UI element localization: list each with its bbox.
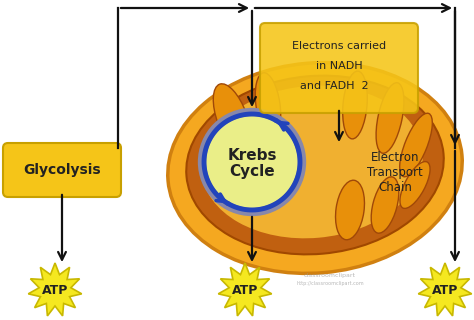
Text: Cycle: Cycle	[229, 164, 275, 179]
Ellipse shape	[255, 73, 281, 137]
Ellipse shape	[168, 63, 462, 273]
FancyBboxPatch shape	[3, 143, 121, 197]
Ellipse shape	[371, 177, 399, 233]
Text: Electrons carried: Electrons carried	[292, 41, 386, 51]
Ellipse shape	[201, 86, 423, 238]
Polygon shape	[218, 263, 272, 316]
Text: Glycolysis: Glycolysis	[23, 163, 101, 177]
Text: Krebs: Krebs	[227, 148, 277, 163]
Ellipse shape	[400, 162, 430, 208]
Text: ATP: ATP	[232, 284, 258, 297]
Text: ATP: ATP	[432, 284, 458, 297]
Ellipse shape	[186, 76, 444, 254]
Circle shape	[200, 110, 304, 214]
Text: classroomclipart: classroomclipart	[304, 273, 356, 277]
Text: and FADH  2: and FADH 2	[300, 81, 368, 91]
Polygon shape	[28, 263, 82, 316]
Ellipse shape	[376, 83, 404, 153]
Ellipse shape	[400, 113, 432, 177]
Ellipse shape	[213, 84, 251, 152]
Text: Electron
Transport
Chain: Electron Transport Chain	[367, 150, 423, 194]
Text: in NADH: in NADH	[316, 61, 362, 71]
Ellipse shape	[336, 180, 365, 240]
FancyBboxPatch shape	[260, 23, 418, 113]
Polygon shape	[418, 263, 472, 316]
Ellipse shape	[343, 71, 367, 139]
Text: http://classroomclipart.com: http://classroomclipart.com	[296, 281, 364, 285]
Text: ATP: ATP	[42, 284, 68, 297]
